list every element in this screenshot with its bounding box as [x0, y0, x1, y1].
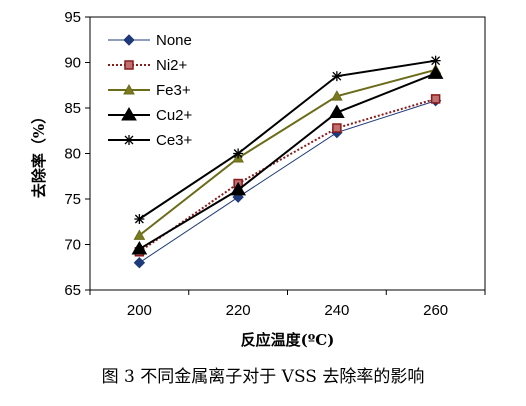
y-tick-label: 95	[64, 9, 81, 26]
data-point-ni2	[332, 123, 342, 133]
series-line-ni2	[138, 97, 436, 253]
legend-label-fe3: Fe3+	[156, 82, 191, 99]
data-point-ce3	[331, 71, 342, 82]
legend-marker-cu2	[121, 107, 137, 121]
legend-marker-ce3	[124, 135, 134, 145]
data-point-cu2	[230, 181, 246, 196]
series-line-fe3	[138, 68, 436, 237]
legend-label-cu2: Cu2+	[156, 107, 193, 124]
data-point-ce3	[233, 148, 244, 159]
data-point-cu2	[329, 104, 345, 119]
x-tick-label: 220	[226, 302, 251, 319]
data-point-ce3	[430, 55, 441, 66]
y-tick-label: 75	[64, 191, 81, 208]
series-line-ce3	[138, 59, 436, 220]
legend-marker-ni2	[124, 60, 134, 70]
data-point-cu2	[427, 65, 444, 79]
y-axis-title: 去除率（%）	[30, 109, 48, 198]
x-tick-label: 200	[127, 302, 152, 319]
x-axis-title: 反应温度(ºC)	[241, 331, 335, 349]
y-tick-label: 90	[64, 55, 81, 72]
x-tick-label: 240	[324, 302, 349, 319]
y-tick-label: 65	[64, 282, 81, 299]
data-point-fe3	[133, 229, 146, 240]
line-chart: 65 70 75 80 85 90 95 200 220 240 260 反应温度(ºC) 去除率（%）…	[30, 9, 486, 349]
data-point-ni2	[430, 94, 441, 104]
y-tick-label: 85	[64, 100, 81, 117]
legend-label-ni2: Ni2+	[156, 57, 188, 74]
data-point-none	[133, 256, 146, 269]
legend-marker-none	[123, 34, 135, 46]
y-tick-label: 70	[64, 237, 81, 254]
legend-label-none: None	[156, 32, 192, 49]
y-tick-label: 80	[64, 146, 81, 163]
series-line-cu2	[138, 72, 436, 250]
data-point-fe3	[331, 90, 343, 101]
series-line-none	[139, 100, 436, 264]
figure-caption: 图 3 不同金属离子对于 VSS 去除率的影响	[101, 367, 425, 387]
x-tick-label: 260	[423, 302, 448, 319]
data-point-ce3	[134, 214, 145, 225]
legend-label-ce3: Ce3+	[156, 132, 193, 149]
plot-frame	[89, 16, 486, 291]
legend-marker-fe3	[123, 83, 135, 95]
data-point-cu2	[131, 241, 148, 255]
